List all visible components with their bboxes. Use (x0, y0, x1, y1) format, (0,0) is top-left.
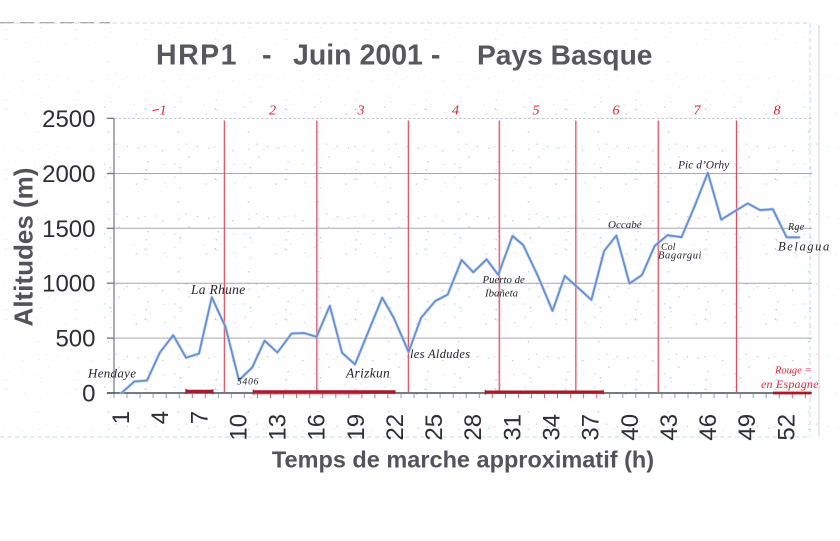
svg-text:2000: 2000 (42, 161, 95, 188)
svg-text:Bagargui: Bagargui (658, 251, 702, 262)
svg-text:Arizkun: Arizkun (345, 366, 390, 381)
svg-text:Juin 2001 -: Juin 2001 - (293, 40, 440, 72)
svg-text:0: 0 (82, 381, 95, 408)
svg-text:40: 40 (617, 414, 644, 441)
svg-text:HRP1: HRP1 (156, 40, 238, 72)
svg-text:4: 4 (452, 104, 459, 119)
svg-text:5406: 5406 (237, 378, 259, 388)
svg-text:Belagua: Belagua (778, 240, 831, 254)
svg-text:22: 22 (382, 414, 409, 441)
svg-text:1500: 1500 (42, 216, 95, 243)
svg-text:500: 500 (55, 326, 95, 353)
svg-text:Altitudes (m): Altitudes (m) (9, 168, 39, 327)
svg-text:-: - (262, 40, 272, 72)
svg-text:52: 52 (773, 414, 800, 441)
svg-text:10: 10 (225, 414, 252, 441)
svg-text:34: 34 (539, 414, 566, 441)
svg-text:La Rhune: La Rhune (190, 282, 246, 297)
svg-text:Pic d’Orhy: Pic d’Orhy (677, 160, 730, 172)
svg-text:4: 4 (147, 411, 174, 424)
svg-text:25: 25 (421, 414, 448, 441)
svg-text:Rge: Rge (787, 222, 805, 233)
svg-text:37: 37 (578, 414, 605, 441)
svg-text:16: 16 (304, 414, 331, 441)
svg-text:1: 1 (160, 104, 167, 119)
svg-text:Occabé: Occabé (608, 219, 643, 231)
svg-text:2: 2 (269, 104, 276, 119)
svg-text:1000: 1000 (42, 271, 95, 298)
svg-text:Puerto de: Puerto de (482, 274, 525, 286)
svg-text:en Espagne: en Espagne (761, 377, 819, 391)
svg-text:43: 43 (656, 414, 683, 441)
svg-text:31: 31 (499, 414, 526, 441)
svg-text:8: 8 (774, 104, 781, 119)
svg-text:Rouge =: Rouge = (774, 366, 812, 377)
svg-text:Pays Basque: Pays Basque (477, 39, 652, 71)
svg-text:2500: 2500 (42, 106, 95, 133)
svg-text:7: 7 (186, 411, 213, 424)
svg-text:1: 1 (108, 411, 135, 424)
svg-text:49: 49 (734, 414, 761, 441)
svg-text:Hendaye: Hendaye (87, 366, 136, 381)
svg-text:5: 5 (533, 104, 540, 119)
svg-text:Ibañeta: Ibañeta (484, 288, 518, 300)
svg-text:les Aldudes: les Aldudes (410, 347, 470, 361)
svg-text:Temps de marche approximatif (: Temps de marche approximatif (h) (272, 447, 654, 473)
svg-text:46: 46 (695, 414, 722, 441)
svg-text:3: 3 (357, 104, 365, 119)
svg-text:13: 13 (265, 414, 292, 441)
svg-text:7: 7 (694, 104, 702, 119)
svg-text:Col: Col (661, 242, 676, 253)
svg-text:28: 28 (460, 414, 487, 441)
svg-text:19: 19 (343, 414, 370, 441)
svg-text:6: 6 (613, 104, 620, 119)
